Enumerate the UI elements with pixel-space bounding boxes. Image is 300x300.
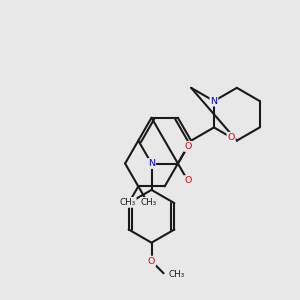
Text: CH₃: CH₃ [141, 198, 157, 207]
Text: CH₃: CH₃ [168, 270, 184, 279]
Text: O: O [148, 257, 155, 266]
Text: O: O [184, 176, 191, 185]
Text: O: O [184, 142, 191, 151]
Text: CH₃: CH₃ [119, 198, 136, 207]
Text: O: O [227, 133, 235, 142]
Text: N: N [211, 97, 218, 106]
Text: N: N [148, 159, 155, 168]
